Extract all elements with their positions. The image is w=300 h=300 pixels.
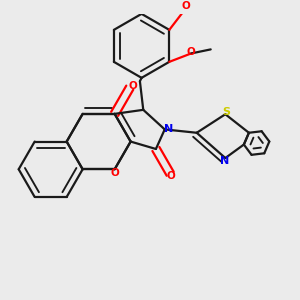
Text: O: O	[167, 172, 175, 182]
Text: N: N	[220, 156, 230, 166]
Text: O: O	[182, 1, 190, 11]
Text: O: O	[187, 47, 195, 57]
Text: N: N	[164, 124, 174, 134]
Text: O: O	[111, 168, 120, 178]
Text: O: O	[128, 81, 137, 91]
Text: S: S	[222, 107, 230, 117]
